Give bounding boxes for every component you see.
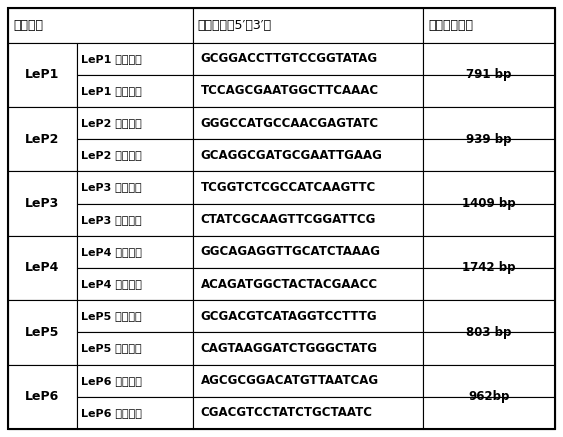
Text: LeP4: LeP4 xyxy=(25,261,60,274)
Bar xyxy=(8,42,77,107)
Bar xyxy=(77,268,193,300)
Text: LeP2: LeP2 xyxy=(25,133,60,146)
Bar xyxy=(193,107,423,139)
Bar xyxy=(77,397,193,429)
Bar xyxy=(423,333,555,364)
Bar xyxy=(77,139,193,171)
Bar xyxy=(193,364,423,397)
Bar xyxy=(77,204,193,236)
Text: LeP3 正向引物: LeP3 正向引物 xyxy=(81,182,141,192)
Text: LeP6 正向引物: LeP6 正向引物 xyxy=(81,376,141,386)
Bar xyxy=(8,236,77,300)
Text: LeP4 反向引物: LeP4 反向引物 xyxy=(81,279,141,289)
Text: 1742 bp: 1742 bp xyxy=(462,261,516,274)
Bar xyxy=(8,107,77,171)
Bar xyxy=(193,42,423,75)
Bar xyxy=(423,42,555,75)
Bar xyxy=(423,139,555,171)
Text: 962bp: 962bp xyxy=(468,390,510,403)
Text: LeP1: LeP1 xyxy=(25,68,60,81)
Bar xyxy=(423,397,555,429)
Bar xyxy=(77,107,193,139)
Text: LeP1 正向引物: LeP1 正向引物 xyxy=(81,54,141,64)
Bar xyxy=(8,300,77,364)
Bar xyxy=(193,333,423,364)
Text: 791 bp: 791 bp xyxy=(466,68,512,81)
Bar xyxy=(193,236,423,268)
Text: 803 bp: 803 bp xyxy=(466,326,512,339)
Text: LeP1 反向引物: LeP1 反向引物 xyxy=(81,86,141,96)
Bar xyxy=(193,300,423,333)
Bar xyxy=(77,364,193,397)
Text: LeP5 正向引物: LeP5 正向引物 xyxy=(81,311,141,321)
Text: 引物序列（5′－3′）: 引物序列（5′－3′） xyxy=(198,19,272,32)
Bar xyxy=(193,171,423,204)
Bar xyxy=(423,300,555,333)
Text: GCGGACCTTGTCCGGTATAG: GCGGACCTTGTCCGGTATAG xyxy=(200,52,378,65)
Bar xyxy=(193,204,423,236)
Bar xyxy=(77,171,193,204)
Bar xyxy=(193,397,423,429)
Text: AGCGCGGACATGTTAATCAG: AGCGCGGACATGTTAATCAG xyxy=(200,374,379,387)
Text: CAGTAAGGATCTGGGCTATG: CAGTAAGGATCTGGGCTATG xyxy=(200,342,378,355)
Bar xyxy=(77,333,193,364)
Text: 939 bp: 939 bp xyxy=(466,133,512,146)
Text: LeP4 正向引物: LeP4 正向引物 xyxy=(81,247,141,257)
Bar xyxy=(8,364,77,429)
Bar xyxy=(423,75,555,107)
Text: LeP2 正向引物: LeP2 正向引物 xyxy=(81,118,141,128)
Bar xyxy=(193,75,423,107)
Text: LeP6: LeP6 xyxy=(25,390,59,403)
Bar xyxy=(193,8,423,42)
Bar xyxy=(77,236,193,268)
Text: LeP3: LeP3 xyxy=(25,197,59,210)
Bar xyxy=(193,268,423,300)
Bar xyxy=(423,268,555,300)
Text: LeP5 反向引物: LeP5 反向引物 xyxy=(81,343,141,354)
Bar xyxy=(423,204,555,236)
Bar xyxy=(8,171,77,236)
Text: GGGCCATGCCAACGAGTATC: GGGCCATGCCAACGAGTATC xyxy=(200,117,379,129)
Text: LeP5: LeP5 xyxy=(25,326,60,339)
Bar xyxy=(423,364,555,397)
Bar xyxy=(423,8,555,42)
Bar xyxy=(193,139,423,171)
Text: LeP3 反向引物: LeP3 反向引物 xyxy=(81,215,141,225)
Text: 引物名称: 引物名称 xyxy=(13,19,43,32)
Text: TCGGTCTCGCCATCAAGTTC: TCGGTCTCGCCATCAAGTTC xyxy=(200,181,376,194)
Bar xyxy=(8,8,193,42)
Bar xyxy=(77,42,193,75)
Text: TCCAGCGAATGGCTTCAAAC: TCCAGCGAATGGCTTCAAAC xyxy=(200,84,379,97)
Text: CGACGTCCTATCTGCTAATC: CGACGTCCTATCTGCTAATC xyxy=(200,406,373,420)
Bar xyxy=(423,171,555,204)
Text: ACAGATGGCTACTACGAACC: ACAGATGGCTACTACGAACC xyxy=(200,277,378,291)
Text: GCGACGTCATAGGTCCTTTG: GCGACGTCATAGGTCCTTTG xyxy=(200,310,377,323)
Text: GCAGGCGATGCGAATTGAAG: GCAGGCGATGCGAATTGAAG xyxy=(200,149,382,162)
Bar xyxy=(423,107,555,139)
Bar xyxy=(77,300,193,333)
Text: CTATCGCAAGTTCGGATTCG: CTATCGCAAGTTCGGATTCG xyxy=(200,213,376,226)
Text: LeP6 反向引物: LeP6 反向引物 xyxy=(81,408,141,418)
Bar xyxy=(77,75,193,107)
Text: GGCAGAGGTTGCATCTAAAG: GGCAGAGGTTGCATCTAAAG xyxy=(200,245,381,258)
Text: 1409 bp: 1409 bp xyxy=(462,197,516,210)
Text: 标记片段大小: 标记片段大小 xyxy=(428,19,473,32)
Text: LeP2 反向引物: LeP2 反向引物 xyxy=(81,150,141,160)
Bar xyxy=(423,236,555,268)
